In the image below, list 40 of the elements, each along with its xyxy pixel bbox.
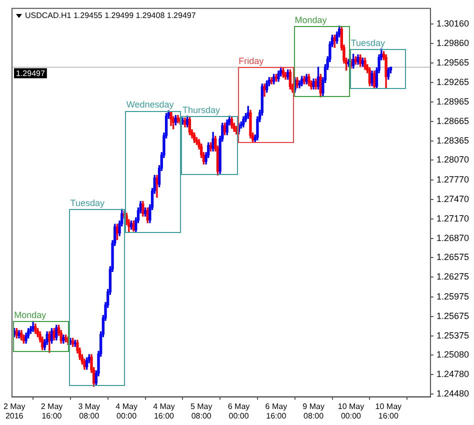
y-tick-label: 1.24480	[436, 388, 470, 399]
y-tick-label: 1.28365	[436, 136, 470, 146]
x-tick-label: 6 May 16:00	[265, 402, 288, 420]
y-tick-label: 1.25675	[436, 310, 470, 321]
x-tick-label: 5 May 08:00	[190, 402, 212, 420]
ref-line-label: 1.29497	[16, 68, 46, 78]
annotation: Thursday	[182, 104, 221, 115]
annotation: Tuesday	[70, 198, 105, 208]
x-tick-label: 3 May 08:00	[78, 402, 100, 420]
y-tick-label: 1.25080	[436, 350, 470, 360]
y-tick-label: 1.30160	[436, 18, 470, 29]
y-tick-label: 1.28665	[436, 116, 470, 126]
x-tick-label: 4 May 00:00	[116, 402, 138, 420]
x-tick-label: 10 May 16:00	[375, 402, 402, 420]
annotation: Monday	[294, 14, 328, 25]
y-tick-label: 1.29265	[436, 76, 470, 87]
y-tick-label: 1.28070	[436, 154, 470, 165]
x-tick-label: 4 May 16:00	[153, 402, 175, 420]
y-tick-label: 1.25975	[436, 291, 470, 302]
x-tick-label: 6 May 00:00	[228, 402, 250, 420]
annotation: Wednesday	[126, 100, 174, 110]
x-tick-label: 2 May 16:00	[40, 402, 63, 420]
annotation: Tuesday	[350, 38, 386, 48]
y-tick-label: 1.26870	[436, 232, 470, 243]
x-tick-label: 9 May 08:00	[302, 402, 324, 420]
y-tick-label: 1.26275	[436, 272, 470, 282]
y-tick-label: 1.28965	[436, 96, 470, 106]
y-tick-label: 1.27170	[436, 213, 470, 224]
x-tick-label: 2 May 2016	[3, 402, 26, 420]
y-tick-label: 1.27770	[436, 174, 470, 184]
y-tick-label: 1.26575	[436, 252, 470, 262]
annotation: Friday	[238, 56, 264, 66]
y-tick-label: 1.24780	[436, 369, 470, 380]
chart-title: USDCAD.H1 1.29455 1.29499 1.29408 1.29497	[25, 11, 196, 20]
y-tick-label: 1.29565	[436, 57, 470, 68]
y-tick-label: 1.27470	[436, 194, 470, 204]
annotation: Monday	[14, 310, 47, 320]
y-tick-label: 1.25375	[436, 330, 470, 340]
y-tick-label: 1.29860	[436, 38, 470, 48]
x-tick-label: 10 May 00:00	[338, 402, 364, 420]
